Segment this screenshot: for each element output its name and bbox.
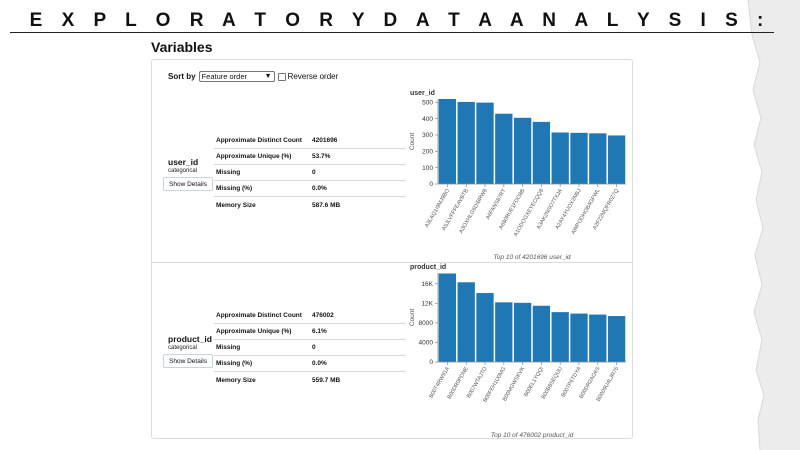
stats-row: Approximate Unique (%) 53.7% — [214, 149, 406, 165]
stats-row: Approximate Unique (%) 6.1% — [214, 324, 406, 340]
bar — [589, 133, 607, 184]
variable-name-product-id: product_id — [168, 334, 212, 344]
y-tick-label: 4000 — [419, 340, 434, 347]
bar — [438, 273, 457, 362]
y-tick-label: 500 — [422, 99, 433, 106]
bar-chart-product-id: product_idCount04000800012K16KB00T4RW91A… — [409, 264, 626, 439]
stats-row: Missing 0 — [214, 340, 406, 356]
bar — [438, 99, 457, 184]
stats-table-product-id: Approximate Distinct Count 476002 Approxi… — [214, 308, 406, 388]
y-tick-label: 12K — [421, 301, 433, 308]
y-tick-label: 16K — [421, 281, 433, 288]
stats-row: Memory Size 587.6 MB — [216, 201, 341, 209]
bar-chart-user-id: user_idCount0100200300400500A3LAQ1I9MJ9B… — [409, 90, 626, 261]
y-tick-label: 200 — [422, 149, 433, 156]
chevron-down-icon: ▼ — [264, 73, 272, 80]
y-tick-label: 8000 — [419, 320, 434, 327]
bar — [457, 101, 475, 184]
variable-name-user-id: user_id — [168, 157, 199, 167]
title-divider — [10, 32, 774, 33]
bar — [570, 132, 588, 184]
y-tick-label: 300 — [422, 132, 433, 139]
bar — [570, 313, 588, 362]
bar — [551, 132, 569, 184]
x-axis-label: Top 10 of 4201696 user_id — [493, 254, 570, 261]
y-tick-label: 400 — [422, 116, 433, 123]
chart-title: user_id — [410, 90, 435, 97]
bar — [457, 282, 475, 362]
bar — [532, 121, 551, 184]
reverse-order-label[interactable]: Reverse order — [287, 72, 339, 81]
bar — [513, 302, 532, 362]
variable-type-user-id: categorical — [168, 168, 198, 174]
y-tick-label: 0 — [429, 181, 433, 188]
slide-title: E X P L O R A T O R Y D A T A A N A L Y … — [29, 10, 771, 31]
bar — [476, 102, 494, 184]
section-heading: Variables — [151, 39, 213, 55]
variables-panel: Sort by Feature order ▼ Reverse order us… — [151, 59, 633, 439]
bar — [495, 302, 513, 362]
reverse-order-checkbox[interactable] — [277, 72, 286, 81]
stats-row: Missing (%) 0.0% — [214, 181, 406, 197]
sort-controls: Sort by Feature order ▼ Reverse order — [168, 71, 338, 82]
stats-row: Missing 0 — [214, 165, 406, 181]
bar — [476, 293, 494, 362]
bar — [551, 312, 569, 362]
stats-row: Approximate Distinct Count 4201696 — [214, 133, 406, 149]
variable-type-product-id: categorical — [168, 345, 198, 351]
bar — [589, 314, 607, 362]
show-details-button-user-id[interactable]: Show Details — [163, 177, 213, 191]
bar — [495, 113, 513, 184]
y-tick-label: 100 — [422, 165, 433, 172]
stats-row: Memory Size 559.7 MB — [216, 376, 341, 384]
y-axis-label: Count — [409, 133, 416, 151]
x-axis-label: Top 10 of 476002 product_id — [491, 432, 574, 439]
bar — [607, 316, 626, 362]
section-divider — [152, 262, 632, 263]
bar — [607, 135, 626, 184]
y-axis-label: Count — [409, 309, 416, 327]
show-details-button-product-id[interactable]: Show Details — [163, 354, 213, 368]
sort-label: Sort by — [168, 72, 196, 81]
bar — [513, 117, 532, 184]
torn-paper-edge — [747, 0, 800, 450]
y-tick-label: 0 — [429, 359, 433, 366]
sort-select[interactable]: Feature order ▼ — [198, 71, 275, 82]
stats-row: Missing (%) 0.0% — [214, 356, 406, 372]
stats-table-user-id: Approximate Distinct Count 4201696 Approx… — [214, 133, 406, 213]
stats-row: Approximate Distinct Count 476002 — [214, 308, 406, 324]
sort-select-value: Feature order — [201, 72, 248, 81]
bar — [532, 305, 551, 362]
chart-title: product_id — [410, 264, 446, 271]
